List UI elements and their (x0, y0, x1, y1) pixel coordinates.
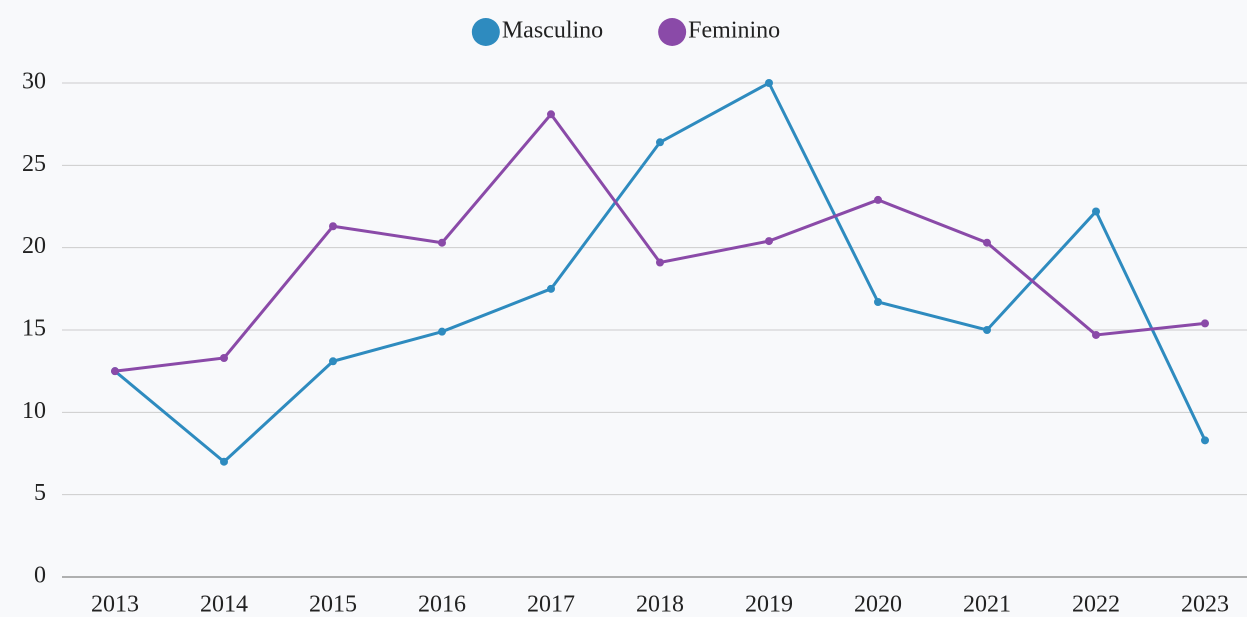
point (111, 367, 119, 376)
point (1092, 207, 1100, 216)
y-tick-label: 5 (34, 480, 46, 506)
y-tick-label: 20 (22, 233, 46, 259)
y-tick-label: 0 (34, 563, 46, 589)
point (765, 237, 773, 246)
point (438, 327, 446, 336)
point (874, 298, 882, 307)
point (874, 195, 882, 204)
legend-label: Masculino (502, 18, 603, 44)
legend-marker (471, 18, 500, 46)
x-tick-label: 2015 (309, 592, 357, 617)
point (547, 110, 555, 119)
point (1201, 319, 1209, 328)
point (547, 284, 555, 293)
point (765, 79, 773, 87)
point (329, 222, 337, 231)
point (220, 353, 228, 362)
x-tick-label: 2019 (745, 592, 793, 617)
point (656, 138, 664, 147)
x-tick-label: 2014 (200, 592, 248, 617)
x-tick-label: 2023 (1181, 592, 1229, 617)
point (1092, 330, 1100, 339)
x-tick-label: 2017 (527, 592, 575, 617)
x-tick-label: 2013 (91, 592, 139, 617)
legend-marker (658, 18, 687, 46)
x-tick-label: 2021 (963, 592, 1011, 617)
x-tick-label: 2016 (418, 592, 466, 617)
point (438, 238, 446, 247)
point (656, 258, 664, 267)
legend-label: Feminino (688, 18, 780, 44)
point (983, 238, 991, 247)
y-tick-label: 25 (22, 151, 46, 177)
x-tick-label: 2018 (636, 592, 684, 617)
x-tick-label: 2022 (1072, 592, 1120, 617)
point (220, 457, 228, 466)
x-tick-label: 2020 (854, 592, 902, 617)
series-line (114, 111, 1206, 373)
y-tick-label: 30 (22, 69, 46, 95)
y-tick-label: 10 (22, 398, 46, 424)
point (329, 357, 337, 366)
y-tick-label: 15 (22, 316, 46, 342)
point (983, 326, 991, 334)
point (1201, 436, 1209, 445)
